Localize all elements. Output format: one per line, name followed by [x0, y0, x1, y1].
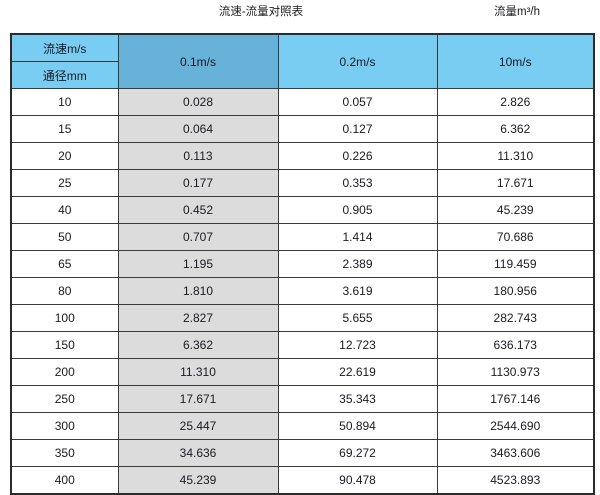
row-value-0: 25.447 [117, 412, 279, 440]
row-value-1: 69.272 [277, 439, 438, 467]
row-value-1: 50.894 [277, 412, 438, 440]
row-diameter: 100 [10, 304, 119, 332]
table-header-row-top: 流速m/s 0.1m/s 0.2m/s 10m/s [10, 33, 595, 89]
row-value-0: 0.028 [117, 88, 279, 116]
row-value-2: 180.956 [436, 277, 595, 305]
row-diameter: 80 [10, 277, 119, 305]
row-value-0: 0.177 [117, 169, 279, 197]
row-diameter: 250 [10, 385, 119, 413]
table-row: 400 45.239 90.478 4523.893 [10, 466, 595, 495]
row-value-2: 1130.973 [436, 358, 595, 386]
row-diameter: 50 [10, 223, 119, 251]
row-value-2: 11.310 [436, 142, 595, 170]
row-diameter: 400 [10, 466, 119, 495]
row-value-1: 0.057 [277, 88, 438, 116]
row-value-0: 1.195 [117, 250, 279, 278]
row-value-0: 1.810 [117, 277, 279, 305]
row-diameter: 20 [10, 142, 119, 170]
flow-rate-table: 流速m/s 0.1m/s 0.2m/s 10m/s 通径mm 10 0.028 … [10, 33, 595, 495]
row-value-0: 0.113 [117, 142, 279, 170]
row-diameter: 15 [10, 115, 119, 143]
table-row: 150 6.362 12.723 636.173 [10, 331, 595, 359]
column-header-velocity-0[interactable]: 0.1m/s [117, 33, 279, 89]
table-row: 200 11.310 22.619 1130.973 [10, 358, 595, 386]
row-value-0: 6.362 [117, 331, 279, 359]
row-value-1: 2.389 [277, 250, 438, 278]
row-value-1: 0.353 [277, 169, 438, 197]
row-value-0: 11.310 [117, 358, 279, 386]
row-value-2: 2544.690 [436, 412, 595, 440]
row-value-2: 45.239 [436, 196, 595, 224]
flow-unit-label: 流量m³/h [494, 6, 540, 18]
row-diameter: 150 [10, 331, 119, 359]
row-value-0: 17.671 [117, 385, 279, 413]
table-row: 10 0.028 0.057 2.826 [10, 88, 595, 116]
table-header-row-bottom: 通径mm [10, 61, 594, 89]
row-value-2: 119.459 [436, 250, 595, 278]
flow-table-body: 流速m/s 0.1m/s 0.2m/s 10m/s 通径mm 10 0.028 … [10, 33, 595, 495]
table-row: 15 0.064 0.127 6.362 [10, 115, 595, 143]
row-diameter: 10 [10, 88, 119, 116]
row-diameter: 65 [10, 250, 119, 278]
row-value-0: 0.452 [117, 196, 279, 224]
row-value-0: 0.064 [117, 115, 279, 143]
caption-row: 流速-流量对照表 流量m³/h [0, 0, 600, 32]
row-value-1: 12.723 [277, 331, 438, 359]
row-diameter: 350 [10, 439, 119, 467]
table-row: 20 0.113 0.226 11.310 [10, 142, 595, 170]
row-value-0: 0.707 [117, 223, 279, 251]
row-value-2: 70.686 [436, 223, 595, 251]
row-value-2: 17.671 [436, 169, 595, 197]
column-header-velocity-2[interactable]: 10m/s [436, 33, 595, 89]
page-title: 流速-流量对照表 [218, 6, 304, 18]
row-diameter: 300 [10, 412, 119, 440]
table-row: 100 2.827 5.655 282.743 [10, 304, 595, 332]
row-value-0: 45.239 [117, 466, 279, 495]
row-value-0: 34.636 [117, 439, 279, 467]
row-value-1: 0.226 [277, 142, 438, 170]
table-row: 25 0.177 0.353 17.671 [10, 169, 595, 197]
row-value-2: 3463.606 [436, 439, 595, 467]
table-row: 40 0.452 0.905 45.239 [10, 196, 595, 224]
row-value-1: 35.343 [277, 385, 438, 413]
row-diameter: 25 [10, 169, 119, 197]
table-row: 80 1.810 3.619 180.956 [10, 277, 595, 305]
header-velocity-label: 流速m/s [10, 33, 119, 62]
row-value-2: 636.173 [436, 331, 595, 359]
row-diameter: 200 [10, 358, 119, 386]
row-value-2: 2.826 [436, 88, 595, 116]
table-row: 50 0.707 1.414 70.686 [10, 223, 595, 251]
table-row: 250 17.671 35.343 1767.146 [10, 385, 595, 413]
row-value-1: 22.619 [277, 358, 438, 386]
row-value-1: 3.619 [277, 277, 438, 305]
row-value-1: 1.414 [277, 223, 438, 251]
row-value-1: 0.905 [277, 196, 438, 224]
column-header-velocity-1[interactable]: 0.2m/s [277, 33, 438, 89]
row-value-2: 6.362 [436, 115, 595, 143]
row-value-2: 1767.146 [436, 385, 595, 413]
row-value-2: 282.743 [436, 304, 595, 332]
row-value-1: 0.127 [277, 115, 438, 143]
row-value-1: 90.478 [277, 466, 438, 495]
table-row: 350 34.636 69.272 3463.606 [10, 439, 595, 467]
table-row: 300 25.447 50.894 2544.690 [10, 412, 595, 440]
row-value-0: 2.827 [117, 304, 279, 332]
flow-table-container: 流速m/s 0.1m/s 0.2m/s 10m/s 通径mm 10 0.028 … [10, 33, 595, 495]
header-diameter-label: 通径mm [10, 61, 119, 89]
row-diameter: 40 [10, 196, 119, 224]
table-row: 65 1.195 2.389 119.459 [10, 250, 595, 278]
row-value-1: 5.655 [277, 304, 438, 332]
row-value-2: 4523.893 [436, 466, 595, 495]
